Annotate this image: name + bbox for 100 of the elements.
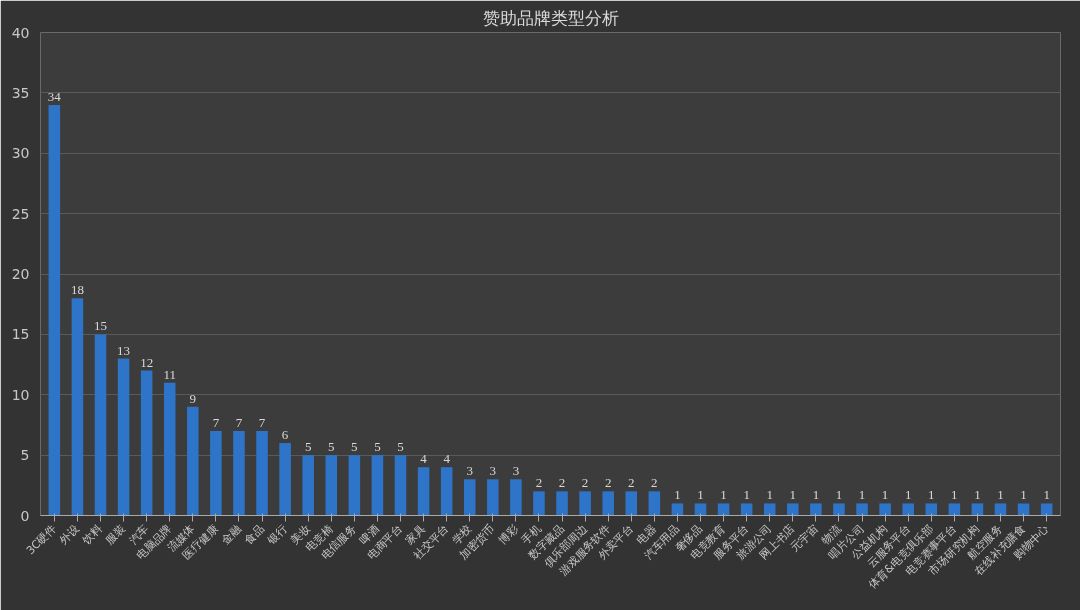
y-tick-label: 40 [11, 24, 30, 41]
bar [694, 503, 707, 516]
data-label: 1 [951, 487, 958, 503]
bar [579, 491, 591, 516]
bar [140, 370, 153, 516]
bar [510, 479, 522, 516]
x-tick-label: 博彩 [495, 521, 521, 547]
bar [233, 430, 245, 516]
data-label: 13 [117, 342, 131, 358]
data-label: 7 [212, 414, 220, 430]
bar [717, 503, 730, 516]
bar [856, 503, 868, 516]
bar [810, 503, 822, 516]
data-label: 1 [928, 487, 935, 503]
x-tick-label: 服装 [103, 521, 129, 547]
y-tick-label: 20 [11, 266, 30, 282]
x-tick-label: 3C硬件 [23, 521, 59, 558]
y-tick-label: 5 [20, 447, 30, 464]
data-label: 1 [1043, 487, 1050, 503]
data-label: 1 [997, 487, 1004, 503]
data-label: 2 [628, 475, 635, 491]
data-label: 7 [258, 414, 266, 430]
data-label: 2 [604, 475, 612, 491]
bar [994, 503, 1007, 516]
data-label: 18 [70, 282, 84, 298]
bar [602, 491, 614, 516]
bar [833, 503, 845, 516]
bar [302, 455, 314, 516]
bar [879, 503, 891, 516]
y-tick-label: 35 [11, 84, 30, 101]
data-label: 3 [466, 463, 473, 479]
data-label: 5 [328, 439, 335, 455]
bar [625, 491, 638, 516]
data-label: 1 [743, 487, 750, 503]
data-label: 12 [140, 354, 154, 370]
data-label: 2 [558, 475, 566, 491]
data-label: 3 [489, 463, 497, 479]
data-label: 11 [163, 366, 176, 382]
x-tick-label: 食品 [241, 521, 267, 547]
y-tick-label: 10 [11, 386, 30, 403]
bar [925, 503, 938, 516]
bar [763, 503, 776, 516]
y-tick-label: 0 [20, 507, 30, 524]
data-label: 2 [581, 475, 589, 491]
bar [533, 491, 545, 516]
x-tick-label: 银行 [264, 521, 290, 548]
data-label: 1 [858, 487, 866, 503]
bar [279, 443, 291, 516]
bar [971, 503, 984, 516]
bar [440, 467, 453, 516]
bar [348, 455, 361, 516]
bar [671, 503, 684, 516]
x-tick-label: 金融 [218, 521, 244, 547]
data-label: 1 [974, 487, 981, 503]
bar [210, 430, 222, 516]
bar [556, 491, 568, 516]
data-label: 2 [651, 475, 658, 491]
chart-title: 赞助品牌类型分析 [482, 7, 619, 28]
data-label: 1 [674, 487, 681, 503]
bar [902, 503, 914, 516]
bar [256, 430, 268, 516]
bar [463, 479, 476, 516]
bar [740, 503, 753, 516]
data-label: 1 [720, 487, 727, 503]
data-label: 1 [789, 487, 797, 503]
data-label: 5 [351, 439, 358, 455]
bar [371, 455, 384, 516]
data-label: 4 [443, 451, 451, 467]
bar [71, 298, 84, 516]
data-label: 3 [512, 463, 520, 479]
bar [417, 467, 430, 516]
bar [1040, 503, 1053, 516]
bar [1017, 503, 1030, 516]
y-tick-label: 30 [11, 145, 30, 162]
bar [394, 455, 407, 516]
y-tick-label: 25 [11, 205, 30, 222]
bar [163, 382, 176, 516]
bar [94, 334, 107, 516]
data-label: 1 [766, 487, 773, 503]
data-label: 1 [835, 487, 843, 503]
data-label: 1 [812, 487, 820, 503]
data-label: 5 [397, 439, 404, 455]
bar [117, 358, 130, 516]
data-label: 6 [281, 427, 289, 443]
data-label: 1 [1020, 487, 1027, 503]
data-label: 5 [304, 439, 312, 455]
bar [325, 455, 338, 516]
y-tick-label: 15 [11, 326, 30, 343]
data-label: 1 [697, 487, 704, 503]
bar [48, 104, 61, 516]
bar [187, 406, 199, 516]
bar [648, 491, 661, 516]
data-label: 7 [235, 414, 243, 430]
data-label: 34 [47, 88, 62, 104]
data-label: 1 [881, 487, 889, 503]
bar [487, 479, 499, 516]
data-label: 9 [189, 390, 197, 406]
data-label: 5 [374, 439, 381, 455]
data-label: 2 [535, 475, 543, 491]
bar [948, 503, 961, 516]
